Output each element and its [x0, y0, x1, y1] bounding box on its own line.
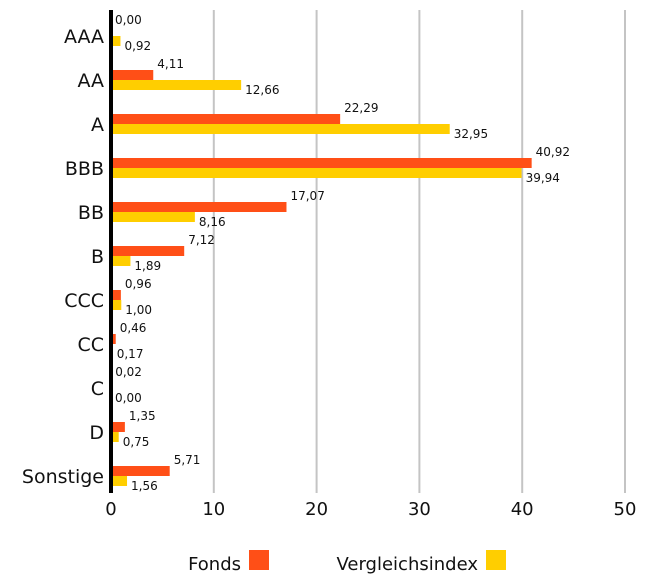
- data-label-fonds: 1,35: [129, 409, 156, 423]
- x-tick-label: 0: [105, 499, 116, 520]
- data-label-fonds: 0,96: [125, 277, 152, 291]
- bar-vergleichsindex: [111, 36, 121, 46]
- bar-vergleichsindex: [111, 256, 131, 266]
- data-label-vergleichsindex: 39,94: [526, 171, 560, 185]
- legend: Fonds Vergleichsindex: [188, 550, 506, 575]
- data-label-vergleichsindex: 8,16: [199, 215, 226, 229]
- data-label-fonds: 40,92: [536, 145, 570, 159]
- bar-vergleichsindex: [111, 432, 119, 442]
- data-label-vergleichsindex: 0,92: [124, 39, 151, 53]
- data-label-fonds: 4,11: [157, 57, 184, 71]
- category-label: AA: [77, 70, 104, 92]
- x-tick-label: 40: [511, 499, 534, 520]
- bar-fonds: [111, 334, 116, 344]
- data-label-vergleichsindex: 12,66: [245, 83, 279, 97]
- bar-vergleichsindex: [111, 212, 195, 222]
- category-label: B: [91, 246, 104, 268]
- bar-vergleichsindex: [111, 168, 522, 178]
- bar-vergleichsindex: [111, 476, 128, 486]
- data-label-vergleichsindex: 1,89: [134, 259, 161, 273]
- bar-fonds: [111, 114, 341, 124]
- bar-vergleichsindex: [111, 300, 122, 310]
- data-label-fonds: 0,46: [120, 321, 147, 335]
- category-label: A: [91, 114, 104, 136]
- data-label-fonds: 7,12: [188, 233, 215, 247]
- data-label-fonds: 22,29: [344, 101, 378, 115]
- bars: [111, 36, 532, 486]
- data-label-vergleichsindex: 0,17: [117, 347, 144, 361]
- category-label: C: [91, 378, 104, 400]
- bar-fonds: [111, 290, 121, 300]
- category-label: BBB: [65, 158, 104, 180]
- data-label-fonds: 0,02: [115, 365, 142, 379]
- category-label: Sonstige: [22, 466, 104, 488]
- data-label-fonds: 5,71: [174, 453, 201, 467]
- bar-vergleichsindex: [111, 124, 450, 134]
- category-label: AAA: [64, 26, 104, 48]
- category-label: BB: [78, 202, 104, 224]
- bar-fonds: [111, 202, 287, 212]
- category-label: CCC: [64, 290, 104, 312]
- legend-label-fonds: Fonds: [188, 554, 241, 575]
- x-tick-labels: 0 10 20 30 40 50: [105, 499, 636, 520]
- legend-swatch-fonds: [249, 550, 269, 570]
- category-label: D: [89, 422, 104, 444]
- data-label-fonds: 17,07: [290, 189, 324, 203]
- value-labels: 0,00 0,92 4,11 12,66 22,29 32,95 40,92 39,94 17,…: [115, 13, 570, 493]
- x-tick-label: 20: [305, 499, 328, 520]
- legend-label-vergleichsindex: Vergleichsindex: [336, 554, 478, 575]
- data-label-vergleichsindex: 0,00: [115, 391, 142, 405]
- bar-fonds: [111, 70, 154, 80]
- bar-fonds: [111, 422, 125, 432]
- bar-vergleichsindex: [111, 80, 242, 90]
- x-tick-label: 50: [614, 499, 637, 520]
- x-tick-label: 30: [408, 499, 431, 520]
- category-label: CC: [77, 334, 104, 356]
- bar-fonds: [111, 466, 170, 476]
- bar-fonds: [111, 246, 185, 256]
- data-label-fonds: 0,00: [115, 13, 142, 27]
- legend-swatch-vergleichsindex: [486, 550, 506, 570]
- data-label-vergleichsindex: 0,75: [123, 435, 150, 449]
- x-tick-label: 10: [202, 499, 225, 520]
- data-label-vergleichsindex: 1,56: [131, 479, 158, 493]
- bar-fonds: [111, 158, 532, 168]
- data-label-vergleichsindex: 1,00: [125, 303, 152, 317]
- grid-lines: [212, 10, 626, 493]
- data-label-vergleichsindex: 32,95: [454, 127, 488, 141]
